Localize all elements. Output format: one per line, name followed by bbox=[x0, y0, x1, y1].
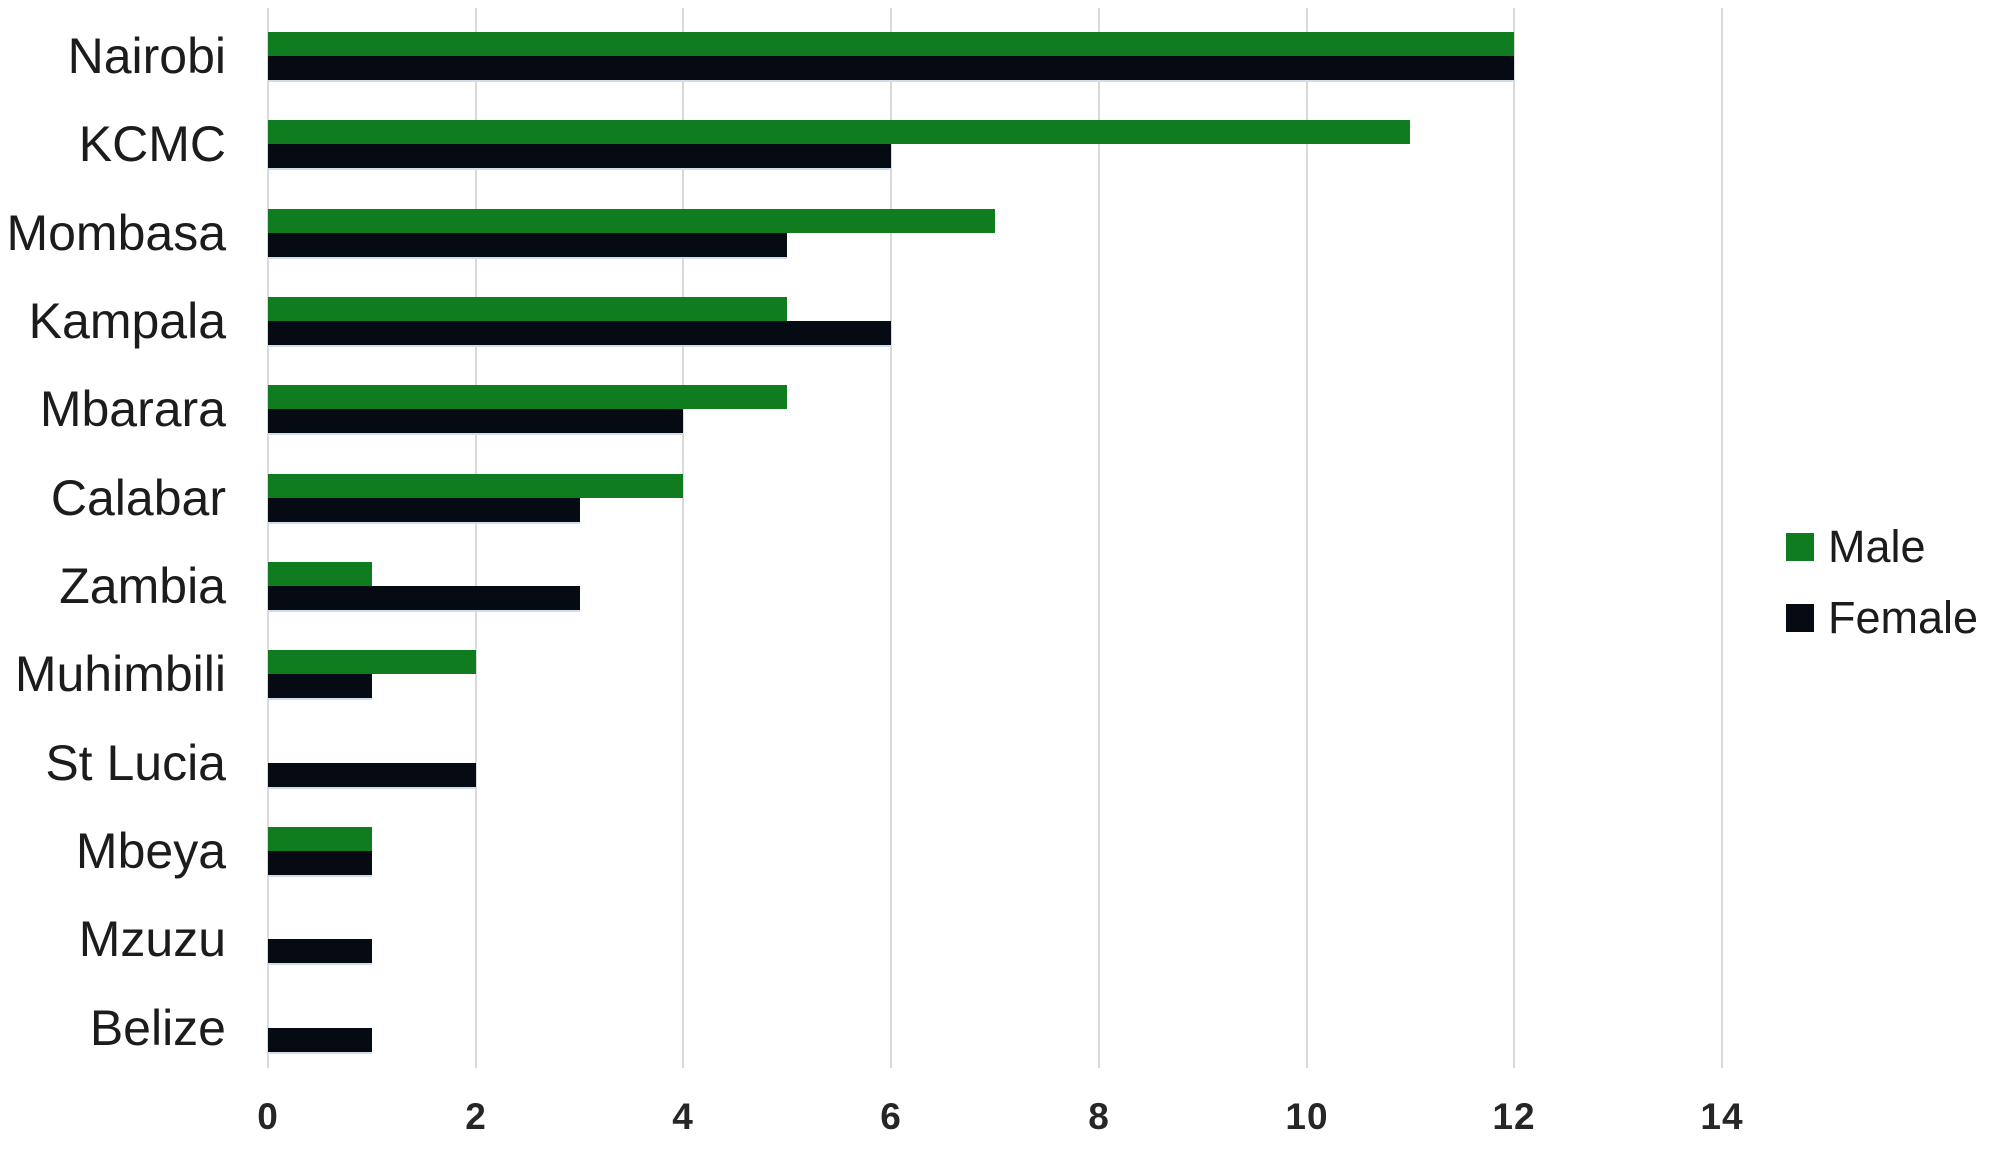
bar-male-mombasa bbox=[268, 209, 995, 233]
bar-female-muhimbili bbox=[268, 674, 372, 700]
x-tick-label-10: 10 bbox=[1285, 1096, 1329, 1137]
bar-male-kampala bbox=[268, 297, 787, 321]
bar-male-zambia bbox=[268, 562, 372, 586]
x-tick-label-2: 2 bbox=[465, 1096, 487, 1137]
category-label-mombasa: Mombasa bbox=[6, 205, 226, 261]
bar-female-calabar bbox=[268, 498, 580, 524]
category-label-mbeya: Mbeya bbox=[75, 823, 226, 879]
plot-area bbox=[267, 8, 1723, 1068]
bar-female-mbeya bbox=[268, 851, 372, 877]
bar-female-mbarara bbox=[268, 409, 683, 435]
legend-item-female: Female bbox=[1786, 595, 1978, 640]
category-label-kcmc: KCMC bbox=[78, 116, 226, 172]
bar-male-muhimbili bbox=[268, 650, 476, 674]
bar-male-nairobi bbox=[268, 32, 1514, 56]
bar-male-mbeya bbox=[268, 827, 372, 851]
category-label-zambia: Zambia bbox=[59, 558, 226, 614]
gridline-x-12 bbox=[1513, 8, 1516, 1068]
bar-female-kampala bbox=[268, 321, 891, 347]
gridline-x-6 bbox=[890, 8, 893, 1068]
female-series-swatch-icon bbox=[1786, 603, 1814, 632]
category-label-mbarara: Mbarara bbox=[39, 381, 226, 437]
bar-female-st-lucia bbox=[268, 763, 476, 789]
category-label-st-lucia: St Lucia bbox=[45, 735, 226, 791]
x-tick-label-8: 8 bbox=[1088, 1096, 1110, 1137]
category-label-nairobi: Nairobi bbox=[67, 28, 226, 84]
bar-female-mzuzu bbox=[268, 939, 372, 965]
gridline-x-8 bbox=[1097, 8, 1100, 1068]
gridline-x-0 bbox=[267, 8, 269, 1068]
bar-female-nairobi bbox=[268, 56, 1514, 82]
male-series-swatch-icon bbox=[1786, 532, 1814, 561]
legend-label-male: Male bbox=[1828, 521, 1926, 572]
legend-item-male: Male bbox=[1786, 524, 1978, 569]
x-tick-label-4: 4 bbox=[672, 1096, 694, 1137]
bar-female-kcmc bbox=[268, 144, 891, 170]
gridline-x-2 bbox=[474, 8, 477, 1068]
x-tick-label-14: 14 bbox=[1700, 1096, 1744, 1137]
category-axis-labels: Nairobi KCMC Mombasa Kampala Mbarara Calabar Z… bbox=[0, 8, 226, 1068]
gridline-x-14 bbox=[1721, 8, 1723, 1068]
gridline-x-4 bbox=[682, 8, 685, 1068]
bar-male-calabar bbox=[268, 474, 683, 498]
x-tick-label-12: 12 bbox=[1492, 1096, 1536, 1137]
category-label-muhimbili: Muhimbili bbox=[14, 646, 226, 702]
bar-female-mombasa bbox=[268, 233, 787, 259]
x-axis: 0 2 4 6 8 10 12 14 bbox=[0, 1086, 2000, 1156]
category-label-mzuzu: Mzuzu bbox=[78, 911, 226, 967]
legend-label-female: Female bbox=[1828, 592, 1979, 643]
x-tick-label-0: 0 bbox=[257, 1096, 279, 1137]
category-label-belize: Belize bbox=[89, 1000, 226, 1056]
legend: Male Female bbox=[1786, 524, 1978, 666]
bar-female-belize bbox=[268, 1028, 372, 1054]
bar-male-kcmc bbox=[268, 120, 1410, 144]
bar-female-zambia bbox=[268, 586, 580, 612]
gridline-x-10 bbox=[1305, 8, 1308, 1068]
x-tick-label-6: 6 bbox=[880, 1096, 902, 1137]
bar-male-mbarara bbox=[268, 385, 787, 409]
category-label-kampala: Kampala bbox=[28, 293, 226, 349]
category-label-calabar: Calabar bbox=[50, 470, 226, 526]
